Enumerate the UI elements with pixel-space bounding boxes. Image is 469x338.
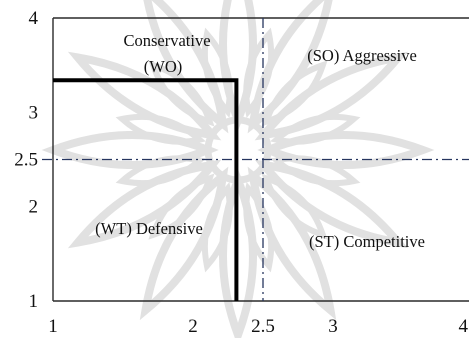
quadrant-label-competitive: (ST) Competitive xyxy=(309,232,425,251)
watermark-petal xyxy=(201,27,233,118)
x-axis-ticks: 1 2 2.5 3 4 xyxy=(48,316,468,337)
x-tick-label: 4 xyxy=(459,316,469,337)
position-line xyxy=(53,78,239,301)
x-tick-label: 2 xyxy=(188,316,198,337)
x-tick-label: 3 xyxy=(328,316,338,337)
y-tick-label: 4 xyxy=(29,8,39,29)
quadrant-labels: Conservative (WO) (SO) Aggressive (WT) D… xyxy=(95,31,425,251)
y-tick-label: 2 xyxy=(29,197,39,218)
plot-frame xyxy=(52,17,469,302)
quadrant-label-aggressive: (SO) Aggressive xyxy=(307,46,417,65)
y-tick-label: 2.5 xyxy=(14,150,38,171)
watermark-pattern xyxy=(41,0,435,338)
quadrant-label-conservative: Conservative xyxy=(123,31,210,50)
x-tick-label: 2.5 xyxy=(251,316,275,337)
quadrant-label-defensive: (WT) Defensive xyxy=(95,219,203,238)
x-tick-label: 1 xyxy=(48,316,58,337)
y-tick-label: 1 xyxy=(29,291,39,312)
quadrant-label-wo: (WO) xyxy=(144,57,182,76)
position-marker xyxy=(53,78,239,301)
quadrant-dividers xyxy=(42,18,469,301)
y-axis-ticks: 4 3 2.5 2 1 xyxy=(14,8,38,312)
y-tick-label: 3 xyxy=(29,102,39,123)
